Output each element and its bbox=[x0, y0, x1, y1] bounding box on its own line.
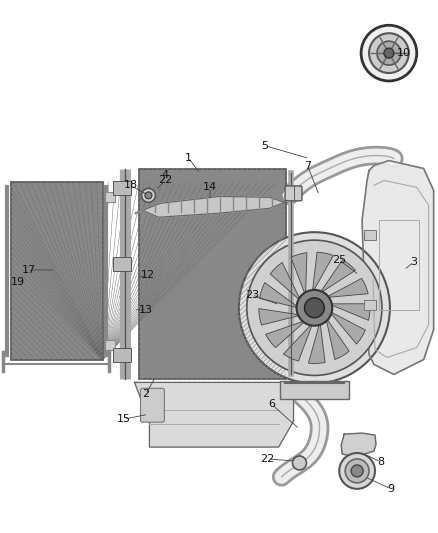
Bar bbox=[11, 182, 103, 360]
Circle shape bbox=[293, 456, 307, 470]
Bar bbox=[113, 181, 131, 196]
Circle shape bbox=[297, 290, 332, 326]
Text: 12: 12 bbox=[141, 270, 155, 280]
Text: 6: 6 bbox=[268, 399, 275, 409]
Polygon shape bbox=[341, 433, 376, 457]
Text: 15: 15 bbox=[117, 414, 131, 424]
Circle shape bbox=[239, 232, 390, 383]
Polygon shape bbox=[310, 252, 333, 297]
Circle shape bbox=[377, 41, 401, 65]
Text: 18: 18 bbox=[124, 181, 138, 190]
Bar bbox=[105, 340, 115, 350]
Text: 17: 17 bbox=[22, 265, 36, 275]
Circle shape bbox=[345, 459, 369, 483]
Circle shape bbox=[145, 192, 152, 199]
Circle shape bbox=[304, 298, 324, 318]
Polygon shape bbox=[270, 262, 304, 305]
Text: 1: 1 bbox=[185, 152, 192, 163]
Polygon shape bbox=[142, 196, 285, 217]
Polygon shape bbox=[265, 318, 310, 348]
Bar bbox=[364, 230, 376, 240]
Text: 19: 19 bbox=[11, 277, 25, 287]
Text: 4: 4 bbox=[162, 171, 169, 181]
Text: 7: 7 bbox=[304, 160, 311, 171]
Circle shape bbox=[361, 25, 417, 81]
Text: 14: 14 bbox=[203, 182, 217, 192]
Text: 23: 23 bbox=[245, 290, 259, 300]
Polygon shape bbox=[316, 260, 356, 296]
Text: 9: 9 bbox=[387, 484, 395, 494]
Polygon shape bbox=[260, 282, 303, 311]
Circle shape bbox=[141, 188, 155, 203]
Text: 5: 5 bbox=[261, 141, 268, 151]
Circle shape bbox=[247, 240, 382, 375]
Polygon shape bbox=[291, 253, 307, 300]
Polygon shape bbox=[324, 313, 349, 360]
Circle shape bbox=[351, 465, 363, 477]
Circle shape bbox=[384, 48, 394, 58]
Bar bbox=[113, 348, 131, 361]
Polygon shape bbox=[308, 318, 325, 364]
Bar bbox=[113, 257, 131, 271]
Circle shape bbox=[339, 453, 375, 489]
Text: 25: 25 bbox=[332, 255, 346, 265]
Polygon shape bbox=[362, 160, 434, 375]
Text: 3: 3 bbox=[410, 257, 417, 267]
Bar bbox=[105, 192, 115, 203]
Bar bbox=[138, 168, 286, 379]
FancyBboxPatch shape bbox=[285, 186, 302, 201]
Bar bbox=[364, 300, 376, 310]
Polygon shape bbox=[259, 309, 305, 325]
Polygon shape bbox=[283, 320, 316, 361]
Text: 22: 22 bbox=[261, 454, 275, 464]
Text: 22: 22 bbox=[158, 175, 173, 185]
Bar bbox=[279, 382, 349, 399]
Polygon shape bbox=[325, 302, 370, 320]
Text: 8: 8 bbox=[378, 457, 385, 467]
Polygon shape bbox=[326, 308, 365, 344]
FancyBboxPatch shape bbox=[141, 389, 164, 422]
Text: 13: 13 bbox=[138, 305, 152, 315]
Polygon shape bbox=[134, 382, 293, 447]
Text: 2: 2 bbox=[142, 389, 149, 399]
Circle shape bbox=[369, 33, 409, 73]
Text: 10: 10 bbox=[397, 48, 411, 58]
Polygon shape bbox=[321, 278, 368, 299]
